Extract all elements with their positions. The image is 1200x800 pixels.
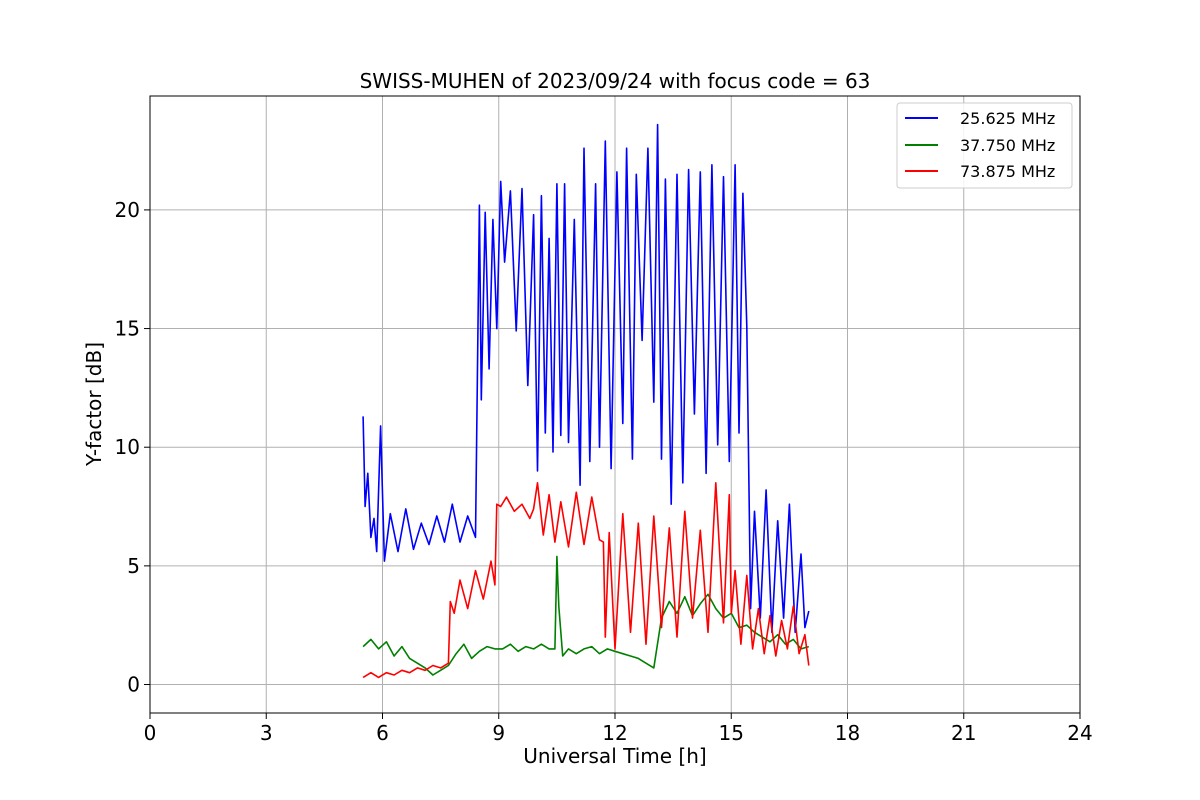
legend: 25.625 MHz 37.750 MHz 73.875 MHz [896, 102, 1073, 189]
y-tick-label: 10 [115, 435, 140, 459]
x-axis-label: Universal Time [h] [523, 744, 706, 768]
y-axis-label: Y-factor [dB] [82, 342, 106, 467]
y-tick-label: 20 [115, 198, 140, 222]
x-tick-label: 15 [719, 721, 744, 745]
x-tick-label: 21 [951, 721, 976, 745]
series-line-2 [362, 555, 810, 676]
y-tick-label: 15 [115, 317, 140, 341]
x-tick-label: 6 [376, 721, 389, 745]
grid-layer [149, 96, 1081, 713]
x-tick-label: 12 [602, 721, 627, 745]
x-tick-label: 24 [1067, 721, 1092, 745]
y-tick-label: 5 [127, 554, 140, 578]
legend-label-series-2: 37.750 MHz [960, 136, 1055, 155]
x-tick-label: 0 [144, 721, 157, 745]
ticks-layer: 0 3 6 9 12 15 18 21 24 0 5 10 15 20 [115, 198, 1093, 745]
series-line-1 [362, 123, 810, 634]
legend-label-series-1: 25.625 MHz [960, 109, 1055, 128]
legend-label-series-3: 73.875 MHz [960, 162, 1055, 181]
x-tick-label: 9 [492, 721, 505, 745]
x-tick-label: 3 [260, 721, 273, 745]
legend-box [896, 102, 1073, 189]
chart-title: SWISS-MUHEN of 2023/09/24 with focus cod… [360, 69, 871, 93]
x-tick-label: 18 [835, 721, 860, 745]
series-layer [362, 123, 810, 679]
series-line-3 [362, 481, 810, 679]
y-tick-label: 0 [127, 673, 140, 697]
